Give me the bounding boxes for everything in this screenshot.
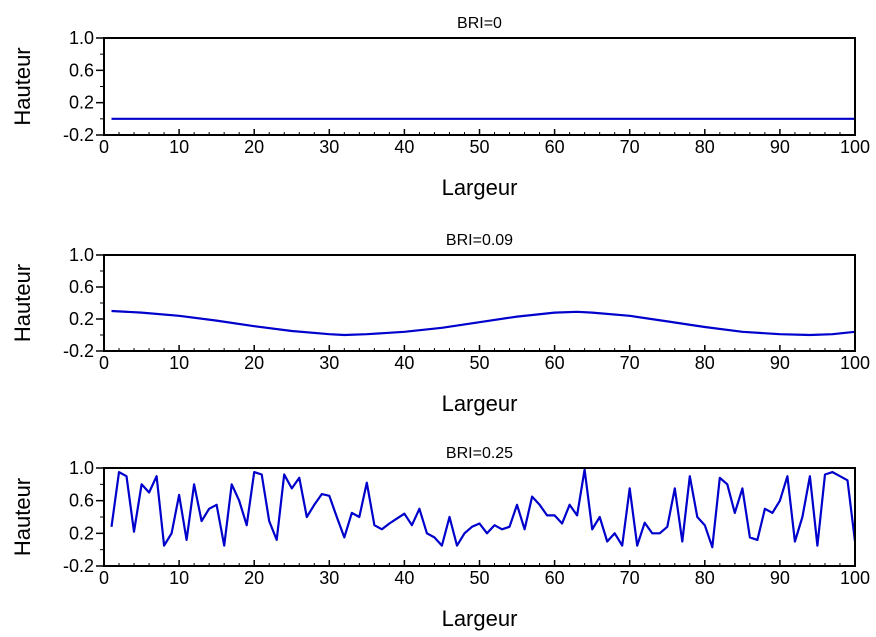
x-tick-label: 90 [770, 568, 790, 588]
x-axis-label: Largeur [442, 175, 518, 200]
y-axis-label: Hauteur [10, 264, 35, 342]
y-tick-label: 1.0 [69, 28, 94, 48]
x-tick-label: 30 [319, 568, 339, 588]
x-tick-label: 90 [770, 353, 790, 373]
y-tick-label: 0.6 [69, 60, 94, 80]
series-line [111, 309, 856, 337]
chart-title: BRI=0.25 [446, 445, 513, 462]
plot-frame [103, 467, 856, 567]
plot-frame [103, 37, 856, 136]
x-tick-label: 60 [545, 353, 565, 373]
x-tick-label: 0 [99, 568, 109, 588]
x-tick-label: 20 [244, 353, 264, 373]
x-tick-label: 10 [169, 353, 189, 373]
y-tick-label: 0.6 [69, 277, 94, 297]
x-tick-label: 60 [545, 568, 565, 588]
y-tick-label: -0.2 [63, 341, 94, 361]
x-tick-label: 80 [695, 353, 715, 373]
x-tick-label: 0 [99, 353, 109, 373]
x-tick-label: 60 [545, 137, 565, 157]
y-axis-label: Hauteur [10, 47, 35, 125]
y-tick-label: 0.6 [69, 491, 94, 511]
chart-panel-1: BRI=0 0 10 20 30 40 50 60 70 80 90 100 1.0 0.6 0.2 -0.2… [10, 15, 870, 200]
y-tick-label: 1.0 [69, 245, 94, 265]
chart-title: BRI=0 [457, 15, 502, 32]
x-tick-label: 10 [169, 137, 189, 157]
x-tick-label: 30 [319, 353, 339, 373]
y-tick-label: 0.2 [69, 309, 94, 329]
x-tick-label: 70 [620, 353, 640, 373]
x-tick-label: 100 [840, 568, 870, 588]
x-tick-label: 40 [394, 353, 414, 373]
x-tick-label: 40 [394, 568, 414, 588]
y-tick-label: 0.2 [69, 93, 94, 113]
x-tick-label: 50 [469, 137, 489, 157]
x-tick-label: 50 [469, 568, 489, 588]
x-tick-label: 80 [695, 568, 715, 588]
y-tick-label: 0.2 [69, 523, 94, 543]
x-tick-label: 10 [169, 568, 189, 588]
x-tick-label: 50 [469, 353, 489, 373]
x-tick-label: 30 [319, 137, 339, 157]
y-tick-label: -0.2 [63, 125, 94, 145]
chart-panel-2: BRI=0.09 0 10 20 30 40 50 60 70 80 90 100 1.0 0.6 0.2 -… [10, 232, 870, 416]
chart-title: BRI=0.09 [446, 232, 513, 249]
x-tick-label: 90 [770, 137, 790, 157]
y-tick-label: 1.0 [69, 458, 94, 478]
x-tick-label: 100 [840, 137, 870, 157]
x-tick-label: 40 [394, 137, 414, 157]
x-axis-label: Largeur [442, 606, 518, 631]
plot-frame [103, 254, 856, 352]
y-axis-label: Hauteur [10, 478, 35, 556]
x-tick-label: 100 [840, 353, 870, 373]
x-tick-label: 80 [695, 137, 715, 157]
series-line [110, 468, 857, 549]
x-tick-label: 70 [620, 568, 640, 588]
x-axis-label: Largeur [442, 391, 518, 416]
x-tick-label: 0 [99, 137, 109, 157]
x-tick-label: 20 [244, 137, 264, 157]
chart-panel-3: BRI=0.25 0 10 20 30 40 50 60 70 80 90 100 1.0 0.6 0.2 -… [10, 445, 870, 631]
y-tick-label: -0.2 [63, 556, 94, 576]
x-tick-label: 20 [244, 568, 264, 588]
x-tick-label: 70 [620, 137, 640, 157]
